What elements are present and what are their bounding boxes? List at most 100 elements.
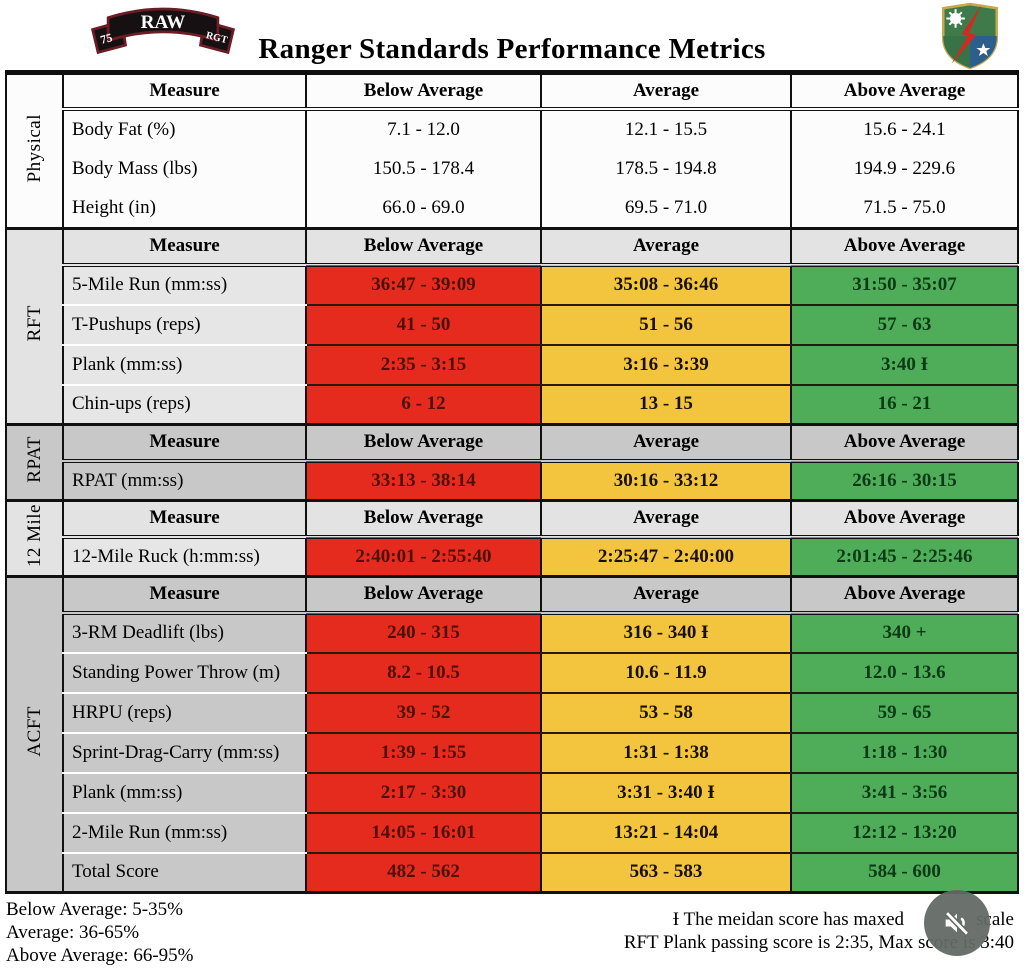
column-header-average: Average (540, 500, 791, 539)
measure-cell: Chin-ups (reps) (62, 384, 306, 425)
column-header-above: Above Average (790, 424, 1018, 463)
column-header-average: Average (540, 228, 791, 267)
table-row: Total Score 482 - 562 563 - 583 584 - 600 (6, 852, 1018, 893)
below-value-cell: 14:05 - 16:01 (305, 812, 541, 854)
measure-cell: 12-Mile Ruck (h:mm:ss) (62, 536, 306, 577)
measure-cell: T-Pushups (reps) (62, 304, 306, 346)
measure-cell: Body Fat (%) (62, 108, 306, 149)
measure-cell: HRPU (reps) (62, 692, 306, 734)
standards-table: Physical Measure Below Average Average Above… (5, 70, 1019, 894)
average-value-cell: 3:16 - 3:39 (540, 344, 791, 386)
column-header-below: Below Average (305, 72, 541, 111)
average-value-cell: 178.5 - 194.8 (540, 148, 791, 189)
measure-cell: Total Score (62, 852, 306, 893)
table-row: Plank (mm:ss) 2:17 - 3:30 3:31 - 3:40 Ɨ 3:4… (6, 772, 1018, 814)
page-title: Ranger Standards Performance Metrics (258, 33, 766, 66)
column-header-measure: Measure (62, 72, 306, 111)
section-header-row: ACFT Measure Below Average Average Above Ave… (5, 576, 1018, 893)
above-value-cell: 71.5 - 75.0 (790, 188, 1018, 229)
section-label: RFT (5, 228, 63, 425)
table-row: Height (in) 66.0 - 69.0 69.5 - 71.0 71.5 - … (6, 188, 1018, 229)
average-value-cell: 1:31 - 1:38 (540, 732, 791, 774)
table-row: Body Mass (lbs) 150.5 - 178.4 178.5 - 194.… (6, 148, 1018, 189)
section-physical: Physical Measure Below Average Average Above… (5, 72, 1018, 229)
section-label: RPAT (5, 424, 63, 501)
table-row: Standing Power Throw (m) 8.2 - 10.5 10.6 -… (6, 652, 1018, 694)
below-value-cell: 1:39 - 1:55 (305, 732, 541, 774)
table-row: Body Fat (%) 7.1 - 12.0 12.1 - 15.5 15.6 - … (6, 108, 1018, 149)
average-value-cell: 35:08 - 36:46 (540, 264, 791, 306)
column-header-average: Average (540, 576, 791, 615)
measure-cell: 3-RM Deadlift (lbs) (62, 612, 306, 654)
table-row: Sprint-Drag-Carry (mm:ss) 1:39 - 1:55 1:31… (6, 732, 1018, 774)
column-header-measure: Measure (62, 500, 306, 539)
table-row: HRPU (reps) 39 - 52 53 - 58 59 - 65 (6, 692, 1018, 734)
above-value-cell: 16 - 21 (790, 384, 1018, 425)
above-value-cell: 340 + (790, 612, 1018, 654)
below-value-cell: 2:17 - 3:30 (305, 772, 541, 814)
average-value-cell: 3:31 - 3:40 Ɨ (540, 772, 791, 814)
column-header-below: Below Average (305, 228, 541, 267)
column-header-above: Above Average (790, 500, 1018, 539)
ranger-regiment-crest-icon (941, 2, 999, 70)
average-value-cell: 316 - 340 Ɨ (540, 612, 791, 654)
below-value-cell: 66.0 - 69.0 (305, 188, 541, 229)
header: 75 RGT RAW Ranger Standards Performance … (0, 0, 1024, 70)
below-value-cell: 33:13 - 38:14 (305, 460, 541, 501)
above-value-cell: 3:40 Ɨ (790, 344, 1018, 386)
legend-below-average: Below Average: 5-35% (6, 899, 183, 920)
above-value-cell: 3:41 - 3:56 (790, 772, 1018, 814)
table-row: Chin-ups (reps) 6 - 12 13 - 15 16 - 21 (6, 384, 1018, 425)
column-header-average: Average (540, 424, 791, 463)
table-row: Plank (mm:ss) 2:35 - 3:15 3:16 - 3:39 3:40 … (6, 344, 1018, 386)
scroll-raw-text: RAW (141, 12, 186, 33)
below-value-cell: 6 - 12 (305, 384, 541, 425)
section-rft: RFT Measure Below Average Average Above Aver… (5, 228, 1018, 425)
average-value-cell: 69.5 - 71.0 (540, 188, 791, 229)
below-value-cell: 39 - 52 (305, 692, 541, 734)
column-header-measure: Measure (62, 576, 306, 615)
measure-cell: Plank (mm:ss) (62, 772, 306, 814)
average-value-cell: 53 - 58 (540, 692, 791, 734)
average-value-cell: 30:16 - 33:12 (540, 460, 791, 501)
raw-75th-scroll-logo: 75 RGT RAW (90, 7, 236, 55)
above-value-cell: 584 - 600 (790, 852, 1018, 893)
above-value-cell: 12:12 - 13:20 (790, 812, 1018, 854)
below-value-cell: 482 - 562 (305, 852, 541, 893)
below-value-cell: 8.2 - 10.5 (305, 652, 541, 694)
above-value-cell: 26:16 - 30:15 (790, 460, 1018, 501)
column-header-average: Average (540, 72, 791, 111)
section-header-row: Physical Measure Below Average Average Above… (5, 72, 1018, 229)
scroll-rgt-text: RGT (205, 30, 229, 46)
below-value-cell: 41 - 50 (305, 304, 541, 346)
below-value-cell: 2:35 - 3:15 (305, 344, 541, 386)
column-header-measure: Measure (62, 424, 306, 463)
section-acft: ACFT Measure Below Average Average Above Ave… (5, 576, 1018, 893)
measure-cell: Plank (mm:ss) (62, 344, 306, 386)
column-header-below: Below Average (305, 500, 541, 539)
below-value-cell: 7.1 - 12.0 (305, 108, 541, 149)
above-value-cell: 59 - 65 (790, 692, 1018, 734)
average-value-cell: 12.1 - 15.5 (540, 108, 791, 149)
above-value-cell: 1:18 - 1:30 (790, 732, 1018, 774)
section-label: 12 Mile (5, 500, 63, 577)
average-value-cell: 13 - 15 (540, 384, 791, 425)
measure-cell: 5-Mile Run (mm:ss) (62, 264, 306, 306)
column-header-below: Below Average (305, 576, 541, 615)
average-value-cell: 10.6 - 11.9 (540, 652, 791, 694)
table-row: 5-Mile Run (mm:ss) 36:47 - 39:09 35:08 - 3… (6, 264, 1018, 306)
above-value-cell: 2:01:45 - 2:25:46 (790, 536, 1018, 577)
section-header-row: 12 Mile Measure Below Average Average Above … (5, 500, 1018, 577)
average-value-cell: 2:25:47 - 2:40:00 (540, 536, 791, 577)
speaker-muted-icon (944, 911, 970, 936)
column-header-above: Above Average (790, 228, 1018, 267)
average-value-cell: 51 - 56 (540, 304, 791, 346)
section-header-row: RFT Measure Below Average Average Above Aver… (5, 228, 1018, 425)
footnote-rft-plank: RFT Plank passing score is 2:35, Max sco… (623, 932, 1014, 953)
legend-average: Average: 36-65% (6, 922, 140, 943)
legend-above-average: Above Average: 66-95% (6, 945, 194, 966)
above-value-cell: 15.6 - 24.1 (790, 108, 1018, 149)
mute-button[interactable] (924, 890, 990, 956)
